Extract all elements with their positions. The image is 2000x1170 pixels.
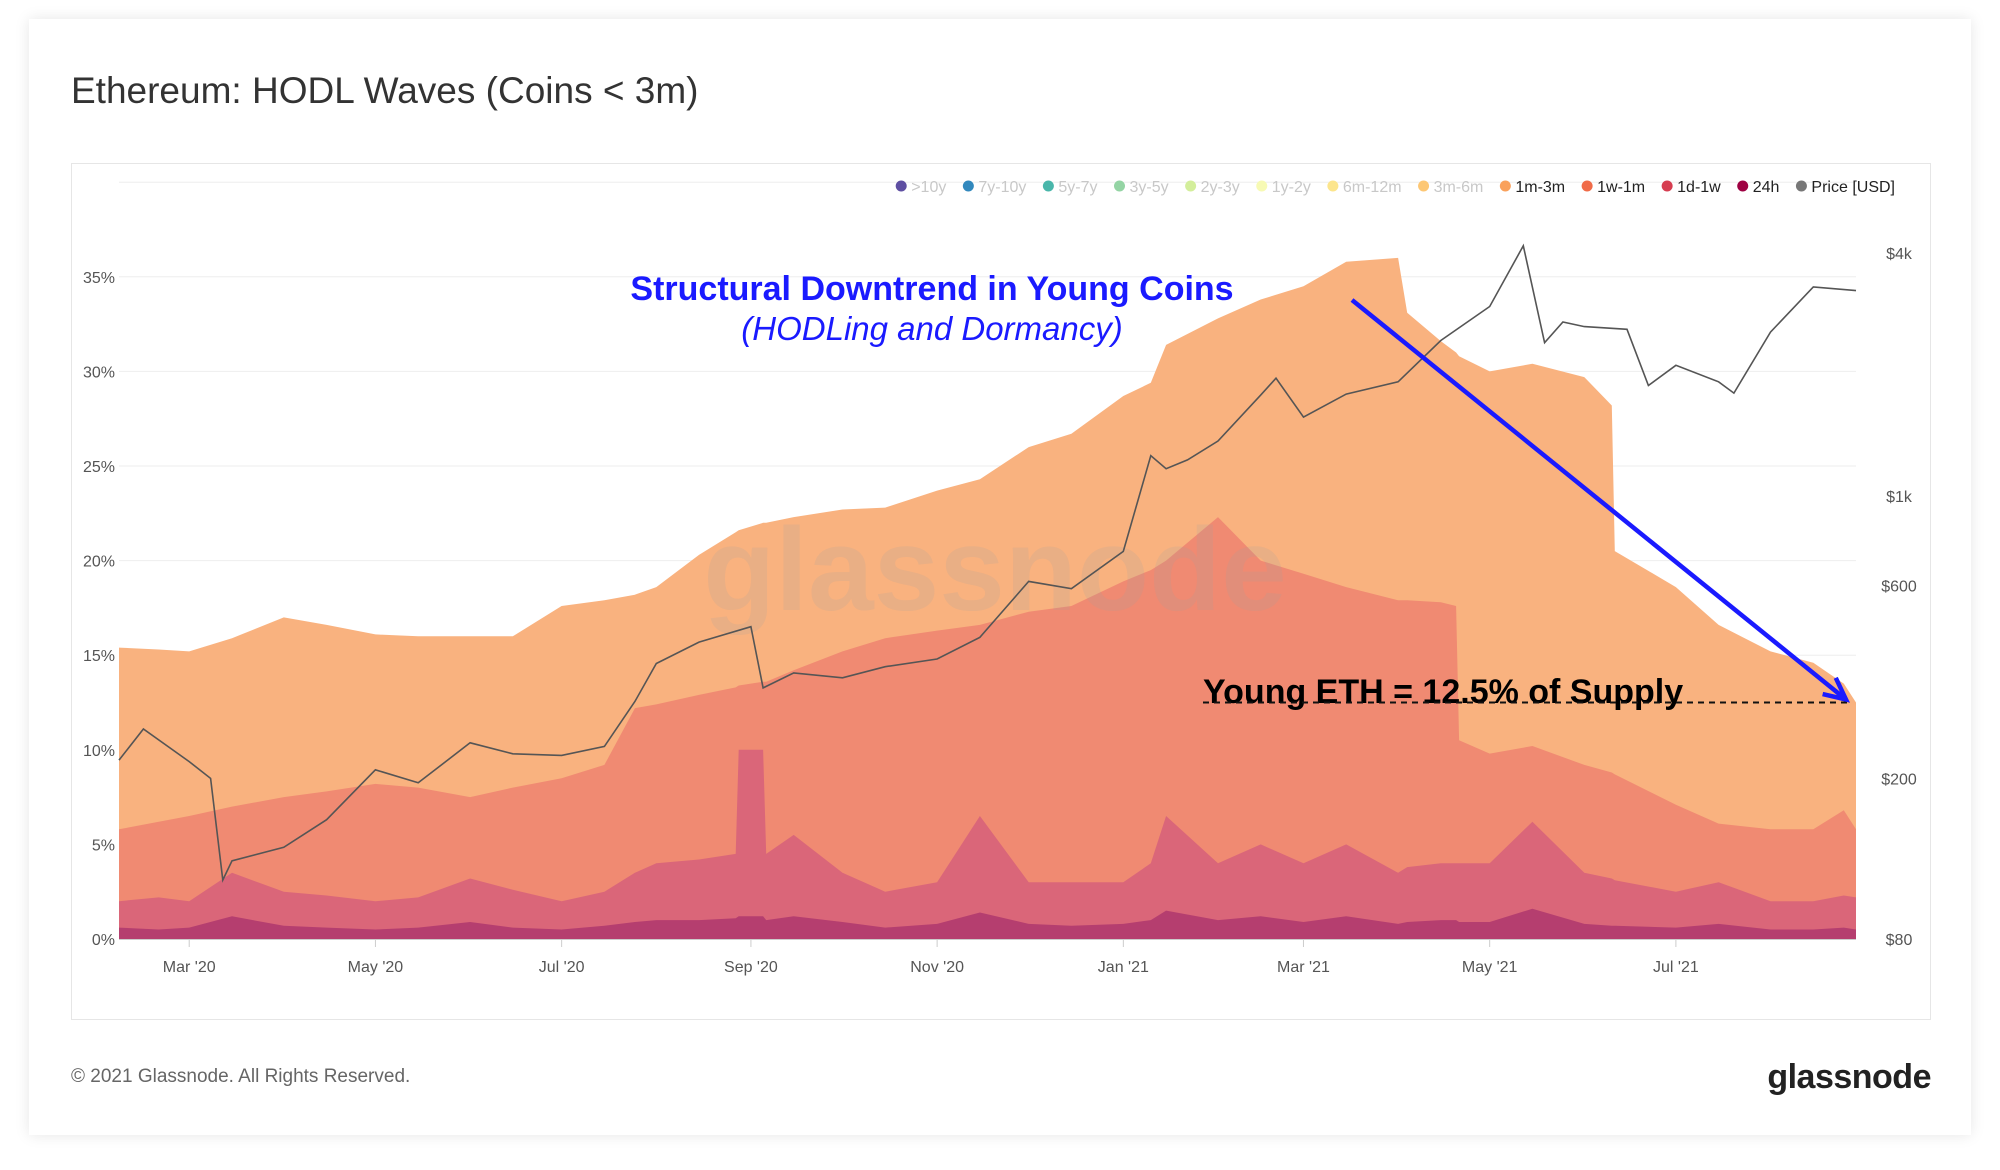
legend-item-Price--USD-[interactable]: Price [USD]: [1811, 179, 1895, 196]
legend-dot: [895, 180, 907, 192]
arrow-head-icon: [1822, 676, 1851, 703]
legend-dot: [1661, 180, 1673, 192]
y-right-tick-label: $200: [1881, 771, 1917, 788]
legend-item-3m-6m[interactable]: 3m-6m: [1434, 179, 1484, 196]
legend-dot: [1795, 180, 1807, 192]
legend-item-2y-3y[interactable]: 2y-3y: [1201, 179, 1240, 196]
legend-dot: [1256, 180, 1268, 192]
area-1d-1w: [119, 749, 1856, 939]
price-line: [118, 243, 1857, 883]
legend-dot: [1114, 180, 1125, 192]
legend-dot: [1042, 180, 1054, 192]
annotation-title: Structural Downtrend in Young Coins: [630, 270, 1233, 308]
annotation-subtitle: (HODLing and Dormancy): [741, 310, 1122, 347]
y-right-tick-label: $600: [1881, 579, 1917, 596]
annotation-young-eth: Young ETH = 12.5% of Supply: [1203, 673, 1683, 711]
legend-item-5y-7y[interactable]: 5y-7y: [1058, 179, 1097, 196]
y-right-tick-label: $4k: [1886, 246, 1913, 263]
legend-item-1y-2y[interactable]: 1y-2y: [1272, 179, 1311, 196]
chart-frame: [71, 163, 1931, 1020]
y-left-tick-label: 0%: [92, 932, 115, 949]
area-1w-1m: [119, 517, 1856, 939]
x-tick-label: May '21: [1462, 959, 1518, 976]
legend-item-24h[interactable]: 24h: [1753, 179, 1780, 196]
x-tick-label: May '20: [348, 959, 404, 976]
x-tick-label: Sep '20: [724, 959, 778, 976]
x-tick-label: Mar '20: [163, 959, 216, 976]
y-left-tick-label: 20%: [83, 554, 115, 571]
watermark: glassnode: [703, 504, 1287, 636]
legend-dot: [1418, 180, 1430, 192]
x-tick-label: Jul '21: [1653, 959, 1699, 976]
y-left-tick-label: 25%: [83, 459, 115, 476]
legend-dot: [962, 180, 974, 192]
y-left-tick-label: 15%: [83, 648, 115, 665]
legend-dot: [1737, 180, 1749, 192]
x-tick-label: Jan '21: [1098, 959, 1149, 976]
legend-item-7y-10y[interactable]: 7y-10y: [978, 179, 1026, 196]
x-tick-label: Jul '20: [539, 959, 585, 976]
y-left-tick-label: 10%: [83, 743, 115, 760]
legend-item-1d-1w[interactable]: 1d-1w: [1677, 179, 1721, 196]
legend-item--10y[interactable]: >10y: [911, 179, 946, 196]
legend-dot: [1499, 180, 1511, 192]
legend-dot: [1581, 180, 1593, 192]
legend-item-1w-1m[interactable]: 1w-1m: [1597, 179, 1645, 196]
x-tick-label: Nov '20: [910, 959, 964, 976]
glassnode-logo[interactable]: glassnode: [1767, 1058, 1931, 1096]
legend-dot: [1327, 180, 1339, 192]
legend-dot: [1185, 180, 1197, 192]
y-left-tick-label: 35%: [83, 270, 115, 287]
y-right-tick-label: $1k: [1886, 489, 1913, 506]
y-left-tick-label: 5%: [92, 837, 115, 854]
legend-item-6m-12m[interactable]: 6m-12m: [1343, 179, 1402, 196]
y-right-tick-label: $80: [1886, 932, 1913, 949]
downtrend-arrow: [1350, 298, 1848, 702]
area-24h: [119, 908, 1856, 939]
legend-item-3y-5y[interactable]: 3y-5y: [1130, 179, 1169, 196]
page-title: Ethereum: HODL Waves (Coins < 3m): [71, 70, 699, 111]
y-left-tick-label: 30%: [83, 364, 115, 381]
copyright-footer: © 2021 Glassnode. All Rights Reserved.: [71, 1066, 411, 1087]
x-tick-label: Mar '21: [1277, 959, 1330, 976]
legend-item-1m-3m[interactable]: 1m-3m: [1515, 179, 1565, 196]
